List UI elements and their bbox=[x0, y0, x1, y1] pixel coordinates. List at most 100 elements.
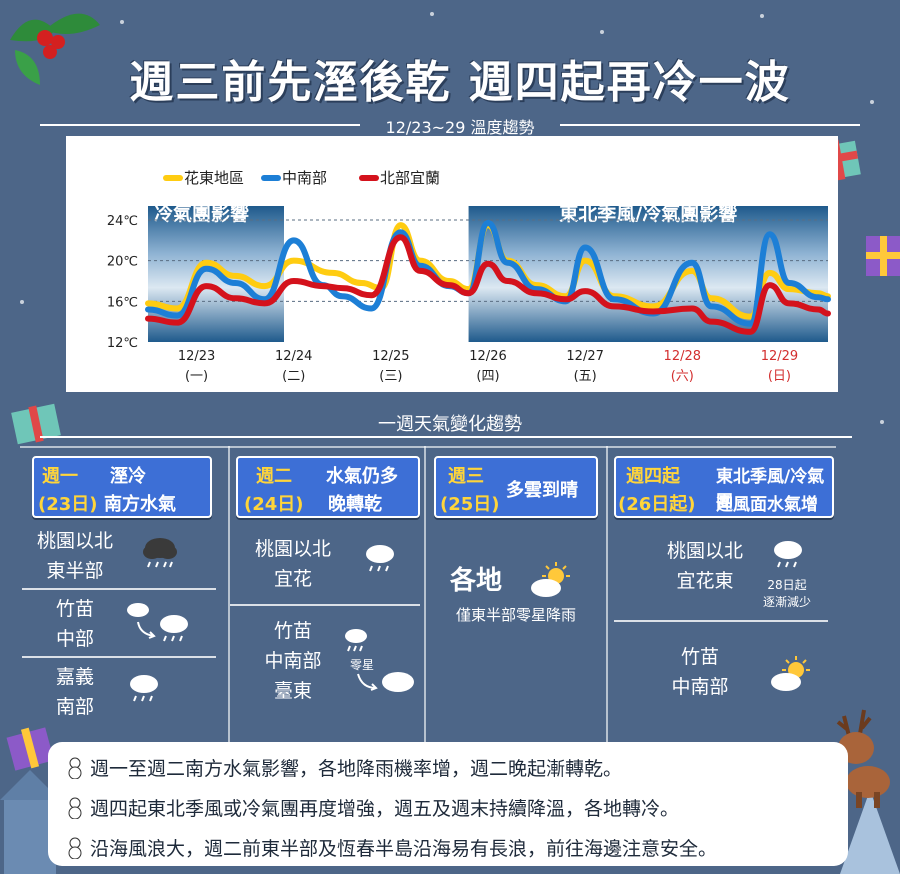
region-label: 嘉義 南部 bbox=[20, 662, 130, 722]
x-day-label: (三) bbox=[379, 369, 402, 384]
legend-label: 花東地區 bbox=[184, 169, 244, 187]
series-line-2 bbox=[145, 234, 831, 335]
x-day-label: (二) bbox=[282, 369, 305, 384]
region-name: 桃園以北 bbox=[36, 530, 113, 552]
weather-note: 僅東半部零星降雨 bbox=[455, 606, 576, 624]
divider bbox=[40, 436, 852, 438]
snowflake bbox=[120, 20, 124, 24]
holly-icon bbox=[10, 13, 100, 85]
rain-cloud-icon bbox=[366, 545, 394, 572]
day-weather: 晚轉乾 bbox=[328, 494, 382, 515]
chart-subtitle: 12/23~29 溫度趨勢 bbox=[385, 118, 535, 137]
day-header-thu: 週四起 東北季風/冷氣團 (26日起) 迎風面水氣增 bbox=[614, 456, 834, 518]
divider bbox=[20, 446, 836, 448]
day-weather: 南方水氣 bbox=[104, 494, 176, 515]
rain-to-cloud-icon bbox=[345, 629, 414, 692]
gift-icon bbox=[866, 236, 900, 276]
note-text: 週四起東北季風或冷氣團再度增強，週五及週末持續降溫，各地轉冷。 bbox=[90, 798, 680, 820]
note-line: 逐漸減少 bbox=[762, 595, 811, 609]
houses-icon bbox=[0, 770, 60, 874]
day-date: (23日) bbox=[38, 494, 98, 515]
legend-label: 北部宜蘭 bbox=[380, 169, 440, 187]
day-label: 週二 bbox=[256, 466, 292, 487]
tree-icon bbox=[840, 790, 900, 874]
region-name: 臺東 bbox=[273, 680, 312, 702]
day-header-mon: 週一 溼冷 (23日) 南方水氣 bbox=[32, 456, 212, 518]
series-line-1 bbox=[145, 220, 831, 327]
region-label: 竹苗 中南部 臺東 bbox=[238, 616, 348, 706]
partly-sunny-icon bbox=[531, 562, 570, 597]
x-tick-label: 12/25 bbox=[372, 349, 409, 364]
day-date: (25日) bbox=[440, 494, 500, 515]
day-weather: 溼冷 bbox=[110, 466, 146, 487]
region-label: 桃園以北 東半部 bbox=[20, 526, 130, 586]
temperature-chart: 冷氣團影響 東北季風/冷氣團影響 24℃ 20℃ 16℃ 12℃ 12/23 (一) 12/24… bbox=[66, 136, 838, 392]
day-header-tue: 週二 水氣仍多 (24日) 晚轉乾 bbox=[236, 456, 420, 518]
rain-cloud-icon bbox=[774, 541, 802, 568]
section-title: 一週天氣變化趨勢 bbox=[378, 414, 522, 435]
day-header-wed: 週三 (25日) 多雲到晴 bbox=[434, 456, 598, 518]
snowflake bbox=[20, 300, 24, 304]
region-name: 宜花 bbox=[273, 568, 312, 590]
gift-icon bbox=[11, 403, 61, 445]
band-label: 東北季風/冷氣團影響 bbox=[559, 202, 737, 225]
region-name: 各地 bbox=[450, 566, 503, 596]
region-name: 桃園以北 bbox=[666, 540, 743, 562]
divider bbox=[40, 124, 360, 126]
region-label: 桃園以北 宜花 bbox=[238, 534, 348, 594]
x-tick-label: 12/24 bbox=[275, 349, 312, 364]
note-item: 週四起東北季風或冷氣團再度增強，週五及週末持續降溫，各地轉冷。 bbox=[66, 794, 679, 821]
x-tick-label: 12/23 bbox=[178, 349, 215, 364]
rain-cloud-icon bbox=[130, 675, 158, 702]
x-day-label: (四) bbox=[476, 369, 499, 384]
note-text: 週一至週二南方水氣影響，各地降雨機率增，週二晚起漸轉乾。 bbox=[90, 758, 623, 780]
snowman-icon bbox=[68, 757, 82, 779]
day-weather: 多雲到晴 bbox=[506, 480, 578, 501]
snowman-icon bbox=[68, 797, 82, 819]
reduction-note: 28日起 逐漸減少 bbox=[752, 576, 822, 610]
divider bbox=[560, 124, 860, 126]
day-weather: 水氣仍多 bbox=[326, 466, 398, 487]
partly-sunny-icon bbox=[771, 656, 810, 691]
day-label: 週三 bbox=[448, 466, 484, 487]
y-tick-label: 20℃ bbox=[107, 255, 138, 270]
gift-icon bbox=[6, 727, 54, 771]
region-label: 竹苗 中部 bbox=[20, 594, 130, 654]
region-name: 竹苗 bbox=[680, 646, 719, 668]
region-name: 中南部 bbox=[671, 676, 729, 698]
weather-tag: 零星 bbox=[349, 658, 374, 672]
day-date: (24日) bbox=[244, 494, 304, 515]
note-line: 28日起 bbox=[767, 578, 807, 592]
day-label: 週四起 bbox=[626, 466, 680, 487]
y-tick-label: 24℃ bbox=[107, 214, 138, 229]
y-tick-label: 12℃ bbox=[107, 336, 138, 351]
region-label: 竹苗 中南部 bbox=[640, 642, 760, 702]
day-weather: 東北季風/冷氣團 bbox=[716, 467, 825, 512]
region-name: 東半部 bbox=[46, 560, 104, 582]
x-tick-label: 12/28 bbox=[664, 349, 701, 364]
x-day-label: (日) bbox=[768, 369, 791, 384]
note-item: 週一至週二南方水氣影響，各地降雨機率增，週二晚起漸轉乾。 bbox=[66, 754, 622, 781]
cloud-to-rain-icon bbox=[127, 603, 188, 642]
day-column-wed bbox=[424, 446, 608, 742]
y-tick-label: 16℃ bbox=[107, 295, 138, 310]
divider bbox=[22, 588, 216, 590]
note-text: 沿海風浪大，週二前東半部及恆春半島沿海易有長浪，前往海邊注意安全。 bbox=[90, 838, 718, 860]
note-item: 沿海風浪大，週二前東半部及恆春半島沿海易有長浪，前往海邊注意安全。 bbox=[66, 834, 717, 861]
day-label: 週一 bbox=[42, 466, 78, 487]
divider bbox=[230, 604, 420, 606]
region-name: 竹苗 bbox=[273, 620, 312, 642]
region-name: 中南部 bbox=[264, 650, 322, 672]
x-tick-label: 12/29 bbox=[761, 349, 798, 364]
region-name: 宜花東 bbox=[676, 570, 734, 592]
snowflake bbox=[880, 420, 884, 424]
region-name: 竹苗 bbox=[55, 598, 94, 620]
day-weather: 迎風面水氣增 bbox=[716, 495, 818, 515]
snowman-icon bbox=[68, 837, 82, 859]
region-name: 中部 bbox=[55, 628, 94, 650]
x-day-label: (六) bbox=[671, 369, 694, 384]
region-name: 嘉義 bbox=[55, 666, 94, 688]
day-date: (26日起) bbox=[618, 494, 696, 515]
page-title: 週三前先溼後乾 週四起再冷一波 bbox=[129, 57, 791, 108]
day-column-tue bbox=[228, 446, 426, 742]
